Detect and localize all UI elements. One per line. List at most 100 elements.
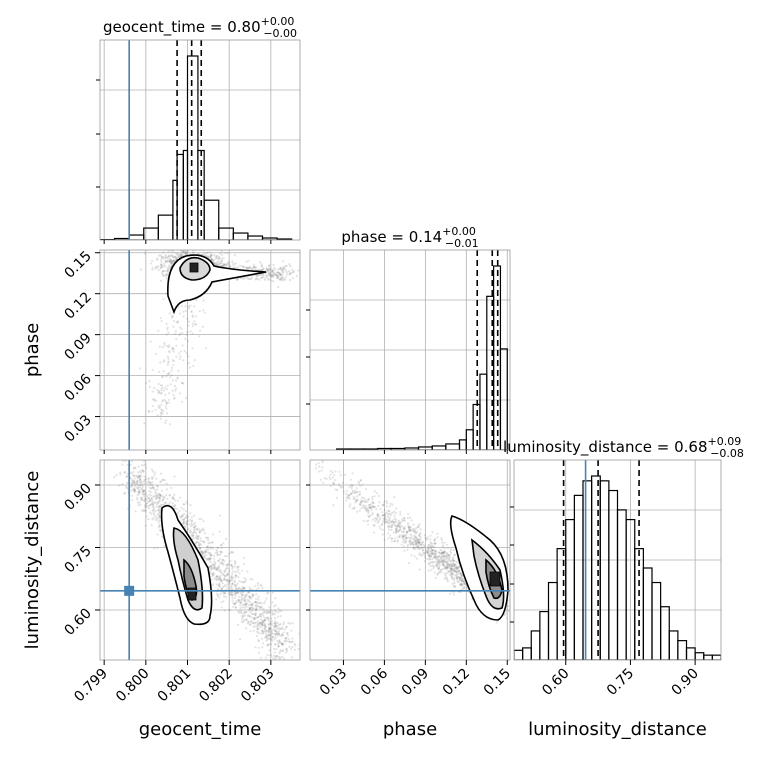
axes-frame [309,459,511,661]
sample-point [218,582,221,585]
sample-point [171,315,175,318]
sample-point [179,392,182,395]
sample-point [267,618,270,621]
sample-point [267,630,271,633]
sample-point [261,629,264,632]
sample-point [185,500,188,503]
sample-point [277,607,280,610]
sample-point [460,576,463,579]
sample-point [266,592,269,595]
sample-point [221,259,224,262]
sample-point [292,270,295,273]
sample-point [414,540,417,543]
sample-point [176,377,179,380]
sample-point [271,639,274,642]
sample-point [261,620,264,623]
sample-point [119,471,122,474]
sample-point [206,536,209,539]
sample-point [263,627,266,631]
sample-point [279,656,282,659]
sample-point [159,497,162,500]
sample-point [270,271,274,274]
sample-point [143,489,146,492]
sample-point [379,507,382,511]
sample-point [269,637,272,640]
sample-point [264,600,267,603]
sample-point [172,325,175,328]
x-tick-label: 0.60 [539,666,572,699]
sample-point [453,581,456,585]
sample-point [248,606,251,610]
sample-point [138,478,142,482]
sample-point [280,269,283,272]
sample-point [420,546,423,550]
sample-point [265,639,268,642]
sample-point [178,312,182,315]
sample-point [426,551,429,554]
sample-point [192,528,196,531]
sample-point [249,607,252,610]
hist-bar [703,654,713,660]
sample-point [257,646,261,649]
sample-point [455,575,458,579]
sample-point [429,541,432,544]
sample-point [187,324,190,327]
sample-point [260,276,263,280]
sample-point [405,533,408,536]
sample-point [318,465,321,468]
sample-point [222,600,225,603]
sample-point [442,551,445,555]
sample-point [358,490,361,493]
sample-point [243,612,246,615]
sample-point [188,530,192,534]
sample-point [176,246,178,248]
sample-point [257,638,260,642]
sample-point [254,646,257,649]
sample-point [243,587,246,590]
sample-point [347,494,351,497]
sample-point [224,584,227,587]
sample-point [171,250,175,253]
sample-point [203,551,206,555]
sample-point [182,518,186,521]
sample-point [414,535,417,538]
sample-point [166,328,169,331]
sample-point [249,607,252,610]
sample-point [343,473,347,476]
sample-point [253,265,256,269]
hist-bar [651,581,662,660]
sample-point [271,269,274,272]
sample-point [130,472,134,475]
sample-point [205,548,208,551]
sample-point [257,587,260,590]
sample-point [155,494,158,497]
sample-point [449,568,453,571]
sample-point [162,298,165,301]
sample-point [197,542,201,545]
sample-point [150,512,153,515]
sample-point [274,273,278,277]
sample-point [397,519,400,522]
sample-point [245,610,248,614]
sample-point [269,627,272,630]
sample-point [254,613,257,616]
sample-point [219,578,223,581]
sample-point [451,577,454,580]
sample-point [151,499,154,502]
sample-point [436,536,439,539]
sample-point [267,629,270,632]
sample-point [167,392,171,395]
sample-point [391,511,394,514]
sample-point [418,568,421,571]
sample-point [255,597,258,601]
sample-point [285,640,288,643]
sample-point [297,269,300,272]
sample-point [252,617,256,620]
sample-point [236,278,239,281]
sample-point [168,351,171,354]
sample-point [277,630,280,633]
sample-point [253,613,256,616]
sample-point [460,574,463,577]
sample-point [274,625,277,628]
sample-point [223,578,226,581]
